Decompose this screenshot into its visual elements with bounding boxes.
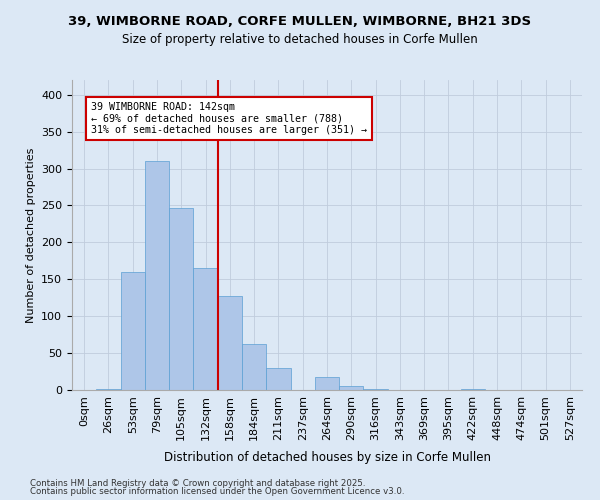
Bar	[364, 388, 388, 390]
Bar	[193, 268, 218, 390]
Text: Contains public sector information licensed under the Open Government Licence v3: Contains public sector information licen…	[30, 487, 404, 496]
Bar	[315, 376, 339, 390]
Bar	[242, 344, 266, 390]
Text: Contains HM Land Registry data © Crown copyright and database right 2025.: Contains HM Land Registry data © Crown c…	[30, 478, 365, 488]
Text: Size of property relative to detached houses in Corfe Mullen: Size of property relative to detached ho…	[122, 32, 478, 46]
X-axis label: Distribution of detached houses by size in Corfe Mullen: Distribution of detached houses by size …	[163, 451, 491, 464]
Bar	[218, 296, 242, 390]
Bar	[145, 161, 169, 390]
Y-axis label: Number of detached properties: Number of detached properties	[26, 148, 35, 322]
Bar	[96, 388, 121, 390]
Bar	[121, 272, 145, 390]
Text: 39 WIMBORNE ROAD: 142sqm
← 69% of detached houses are smaller (788)
31% of semi-: 39 WIMBORNE ROAD: 142sqm ← 69% of detach…	[91, 102, 367, 136]
Bar	[339, 386, 364, 390]
Text: 39, WIMBORNE ROAD, CORFE MULLEN, WIMBORNE, BH21 3DS: 39, WIMBORNE ROAD, CORFE MULLEN, WIMBORN…	[68, 15, 532, 28]
Bar	[169, 208, 193, 390]
Bar	[266, 368, 290, 390]
